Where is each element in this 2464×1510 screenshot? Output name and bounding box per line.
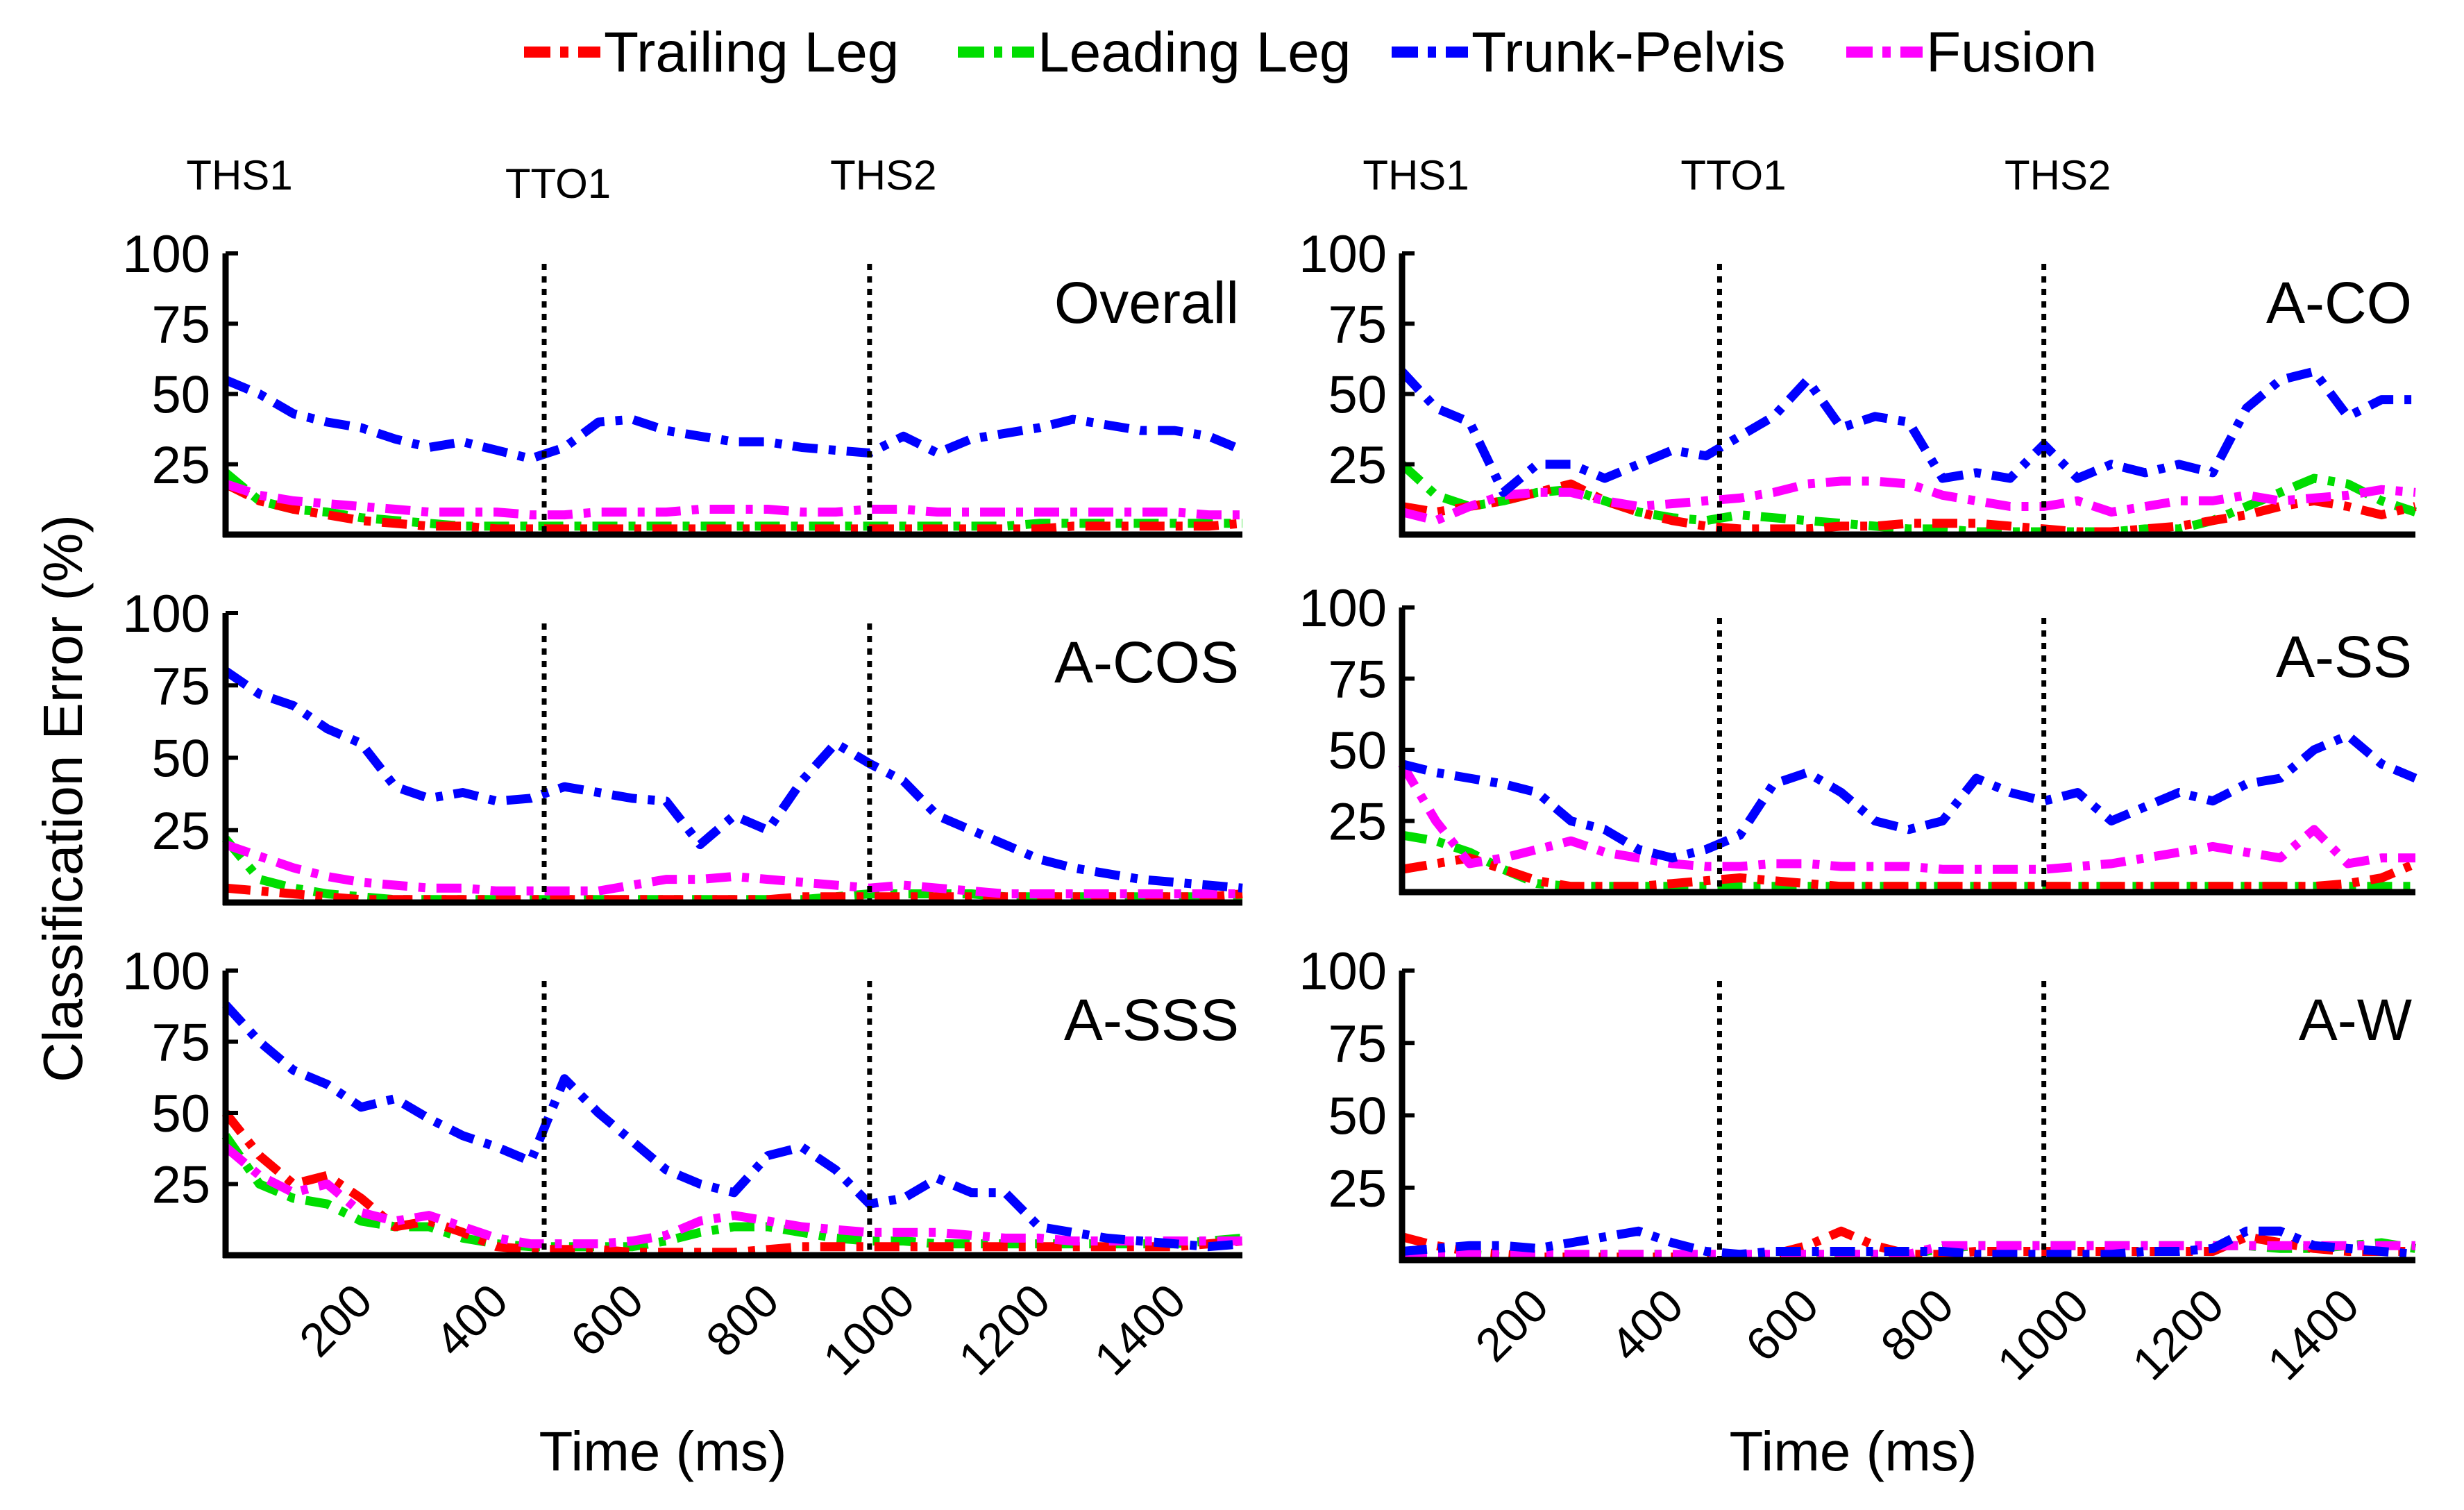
event-label-ths2: THS2 (2005, 152, 2111, 199)
legend-label-leading-leg: Leading Leg (1038, 21, 1351, 84)
y-tick-label: 50 (151, 366, 210, 425)
legend-label-trunk-pelvis: Trunk-Pelvis (1471, 21, 1786, 84)
y-tick-label: 25 (1328, 1159, 1387, 1218)
panel-title: A-W (2299, 987, 2412, 1052)
y-tick-label: 50 (151, 1084, 210, 1143)
legend-item-fusion: Fusion (1846, 21, 2097, 84)
panel-title: A-SSS (1064, 987, 1239, 1052)
y-tick-label: 25 (151, 1156, 210, 1215)
series-line-trailing-leg (1401, 853, 2417, 891)
y-tick-label: 100 (122, 585, 210, 644)
y-tick-label: 25 (1328, 793, 1387, 852)
event-label-tto1: TTO1 (505, 160, 611, 207)
y-tick-label: 75 (1328, 651, 1387, 710)
y-tick-label: 50 (1328, 721, 1387, 780)
y-tick-label: 75 (151, 295, 210, 354)
series-line-trailing-leg (223, 480, 1243, 534)
panel-title: Overall (1054, 270, 1239, 335)
y-axis-title: Classification Error (%) (32, 514, 94, 1082)
legend-label-fusion: Fusion (1926, 21, 2097, 84)
y-tick-label: 50 (1328, 366, 1387, 425)
y-tick-label: 100 (1299, 579, 1387, 638)
x-axis-title-left: Time (ms) (539, 1420, 787, 1482)
panel-title: A-COS (1054, 630, 1239, 695)
legend: Trailing Leg Leading Leg Trunk-Pelvis Fu… (524, 21, 2097, 84)
y-tick-label: 100 (122, 225, 210, 284)
panel-a-ss: 100 75 50 25 A-SS (1299, 579, 2417, 896)
y-tick-label: 100 (1299, 942, 1387, 1001)
series-line-trunk-pelvis (1401, 731, 2417, 863)
series-line-fusion (223, 840, 1242, 898)
legend-item-trailing-leg: Trailing Leg (524, 21, 899, 84)
series-line-fusion (1398, 762, 2415, 874)
series-line-trunk-pelvis (1401, 1226, 2416, 1259)
y-tick-label: 50 (1328, 1087, 1387, 1146)
event-label-tto1: TTO1 (1680, 152, 1786, 199)
x-axis-title-right: Time (ms) (1730, 1420, 1977, 1482)
y-tick-label: 75 (1328, 1014, 1387, 1073)
y-tick-label: 25 (151, 802, 210, 861)
legend-label-trailing-leg: Trailing Leg (604, 21, 899, 84)
panel-overall: 100 75 50 25 THS1 TTO1 THS2 Overall (122, 152, 1244, 538)
series-line-fusion (1401, 476, 2416, 526)
event-label-ths2: THS2 (830, 152, 936, 199)
y-tick-label: 100 (122, 942, 210, 1001)
panel-title: A-CO (2266, 270, 2412, 335)
series-line-trunk-pelvis (222, 1001, 1243, 1252)
series-line-trunk-pelvis (223, 376, 1244, 464)
y-tick-label: 50 (151, 730, 210, 789)
panel-a-co: 100 75 50 25 THS1 TTO1 THS2 A-CO (1299, 152, 2417, 538)
series-line-fusion (222, 1143, 1242, 1249)
y-tick-label: 75 (151, 1014, 210, 1073)
y-tick-label: 25 (1328, 436, 1387, 495)
panel-a-cos: 100 75 50 25 A-COS (122, 585, 1243, 906)
panel-title: A-SS (2276, 624, 2412, 689)
legend-item-leading-leg: Leading Leg (958, 21, 1351, 84)
series-line-trailing-leg (1401, 479, 2417, 537)
legend-item-trunk-pelvis: Trunk-Pelvis (1392, 21, 1786, 84)
event-label-ths1: THS1 (1362, 152, 1469, 199)
series-line-trunk-pelvis (1399, 367, 2415, 497)
series-line-fusion (223, 479, 1242, 520)
y-tick-label: 75 (1328, 295, 1387, 354)
y-tick-label: 75 (151, 657, 210, 716)
y-tick-label: 100 (1299, 225, 1387, 284)
y-tick-label: 25 (151, 436, 210, 495)
event-label-ths1: THS1 (186, 152, 292, 199)
